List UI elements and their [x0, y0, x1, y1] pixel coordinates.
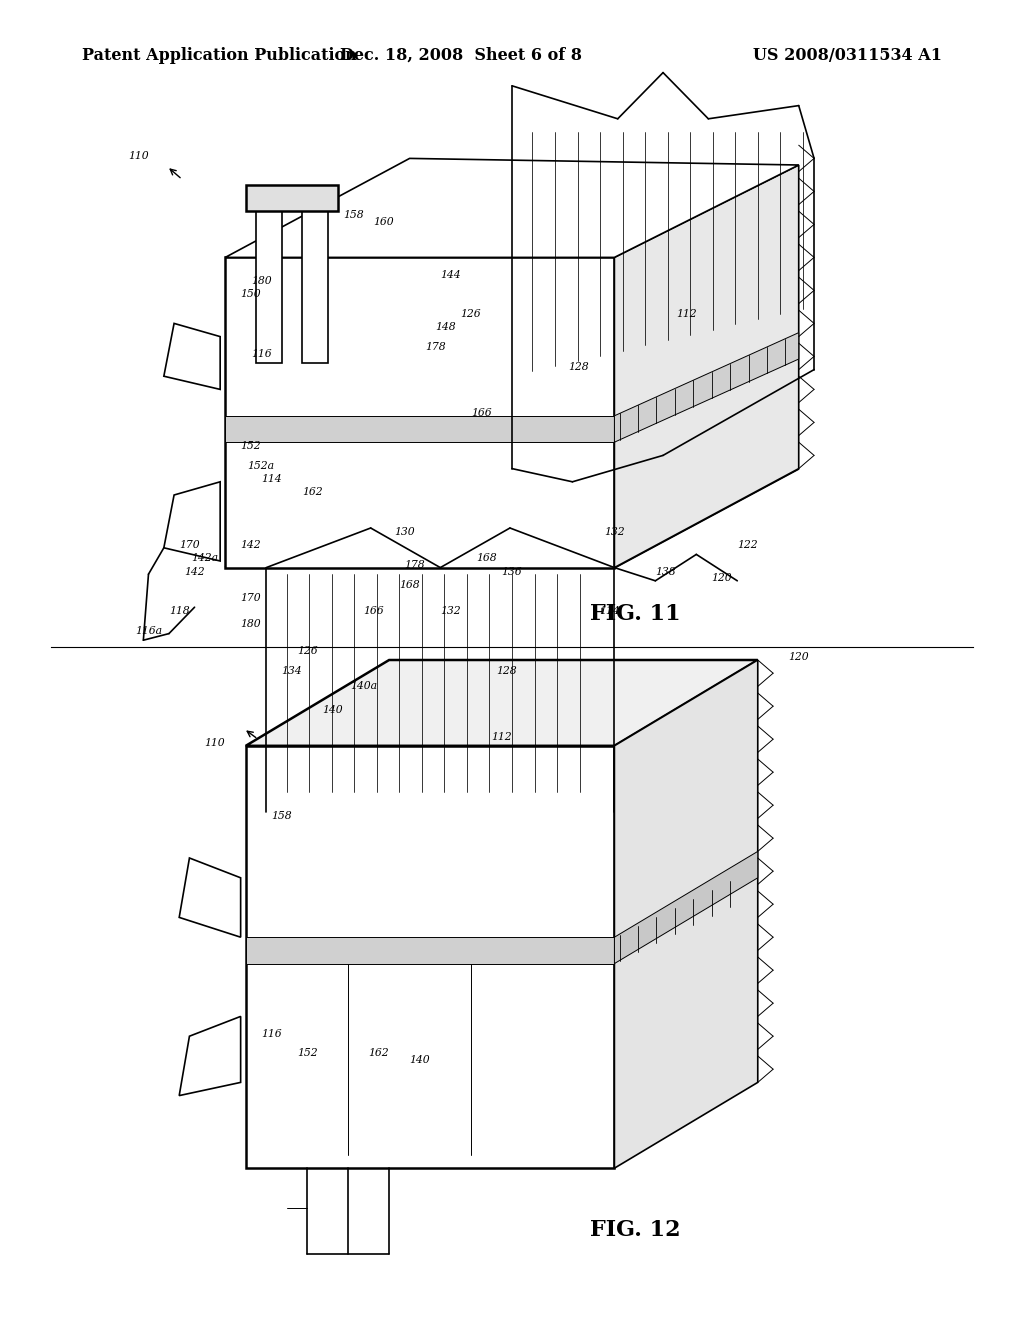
- Text: 170: 170: [241, 593, 261, 603]
- Polygon shape: [256, 191, 282, 363]
- Text: 168: 168: [476, 553, 497, 564]
- Text: 166: 166: [471, 408, 492, 418]
- Polygon shape: [614, 333, 799, 442]
- Text: Patent Application Publication: Patent Application Publication: [82, 48, 356, 63]
- Polygon shape: [246, 660, 758, 746]
- Polygon shape: [302, 191, 328, 363]
- Text: 144: 144: [440, 269, 461, 280]
- Text: 166: 166: [364, 606, 384, 616]
- Text: 116: 116: [261, 1028, 282, 1039]
- Text: 140a: 140a: [350, 681, 377, 692]
- Text: 112: 112: [492, 731, 512, 742]
- Text: 138: 138: [655, 566, 676, 577]
- Text: 162: 162: [302, 487, 323, 498]
- Text: US 2008/0311534 A1: US 2008/0311534 A1: [753, 48, 942, 63]
- Text: 110: 110: [128, 150, 148, 161]
- Polygon shape: [225, 416, 614, 442]
- Text: Dec. 18, 2008  Sheet 6 of 8: Dec. 18, 2008 Sheet 6 of 8: [340, 48, 582, 63]
- Text: 132: 132: [440, 606, 461, 616]
- Text: 142a: 142a: [191, 553, 218, 564]
- Text: 120: 120: [712, 573, 732, 583]
- Polygon shape: [246, 937, 614, 964]
- Text: FIG. 12: FIG. 12: [590, 1220, 680, 1241]
- Text: FIG. 11: FIG. 11: [590, 603, 680, 624]
- Text: 170: 170: [179, 540, 200, 550]
- Text: 178: 178: [404, 560, 425, 570]
- Text: 140: 140: [323, 705, 343, 715]
- Polygon shape: [179, 858, 241, 937]
- Text: 128: 128: [568, 362, 589, 372]
- Text: 152: 152: [297, 1048, 317, 1059]
- Text: 114: 114: [261, 474, 282, 484]
- Polygon shape: [225, 469, 799, 568]
- Polygon shape: [614, 851, 758, 964]
- Polygon shape: [246, 185, 338, 211]
- Text: 126: 126: [297, 645, 317, 656]
- Text: 128: 128: [497, 665, 517, 676]
- Text: 152: 152: [241, 441, 261, 451]
- Text: 162: 162: [369, 1048, 389, 1059]
- Text: 134: 134: [282, 665, 302, 676]
- Text: 180: 180: [251, 276, 271, 286]
- Text: 178: 178: [425, 342, 445, 352]
- Text: 140: 140: [410, 1055, 430, 1065]
- Text: 180: 180: [241, 619, 261, 630]
- Text: 158: 158: [271, 810, 292, 821]
- Text: 152a: 152a: [248, 461, 274, 471]
- Polygon shape: [164, 323, 220, 389]
- Text: 142: 142: [241, 540, 261, 550]
- Polygon shape: [614, 165, 799, 568]
- Text: 136: 136: [502, 566, 522, 577]
- Text: 150: 150: [241, 289, 261, 300]
- Text: 148: 148: [435, 322, 456, 333]
- Text: 158: 158: [343, 210, 364, 220]
- Text: 112: 112: [676, 309, 696, 319]
- Polygon shape: [225, 257, 614, 568]
- Text: 122: 122: [737, 540, 758, 550]
- Polygon shape: [164, 482, 220, 561]
- Text: 116a: 116a: [135, 626, 162, 636]
- Text: 120: 120: [788, 652, 809, 663]
- Text: 142: 142: [184, 566, 205, 577]
- Text: 132: 132: [604, 527, 625, 537]
- Text: 168: 168: [399, 579, 420, 590]
- Polygon shape: [246, 746, 614, 1168]
- Text: 118: 118: [169, 606, 189, 616]
- Polygon shape: [614, 660, 758, 1168]
- Text: 130: 130: [394, 527, 415, 537]
- Text: 114: 114: [599, 606, 620, 616]
- Text: 160: 160: [374, 216, 394, 227]
- Text: 126: 126: [461, 309, 481, 319]
- Polygon shape: [179, 1016, 241, 1096]
- Text: 110: 110: [205, 738, 225, 748]
- Polygon shape: [225, 158, 799, 257]
- Text: 116: 116: [251, 348, 271, 359]
